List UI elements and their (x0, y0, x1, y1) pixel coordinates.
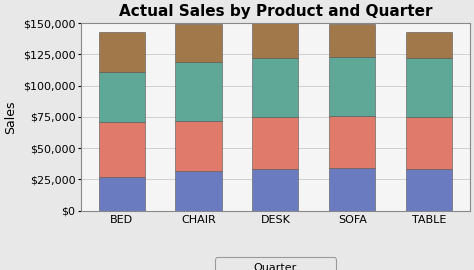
Bar (252, 58, 299, 117)
Bar (252, 117, 299, 169)
Bar (329, 116, 375, 168)
Bar (406, 117, 452, 169)
Bar (175, 171, 221, 211)
Bar (99, 122, 145, 177)
Bar (175, 24, 221, 62)
Bar (252, 23, 299, 58)
Bar (406, 58, 452, 117)
Bar (252, 169, 299, 211)
Y-axis label: Sales: Sales (4, 100, 17, 134)
Bar (99, 32, 145, 72)
Bar (99, 72, 145, 122)
Title: Actual Sales by Product and Quarter: Actual Sales by Product and Quarter (118, 4, 432, 19)
Bar (329, 168, 375, 211)
Bar (406, 169, 452, 211)
Bar (329, 24, 375, 57)
Bar (175, 62, 221, 121)
Legend: 1, 2, 3, 4: 1, 2, 3, 4 (215, 257, 336, 270)
Bar (99, 177, 145, 211)
Bar (406, 32, 452, 58)
Bar (329, 57, 375, 116)
Bar (175, 121, 221, 171)
